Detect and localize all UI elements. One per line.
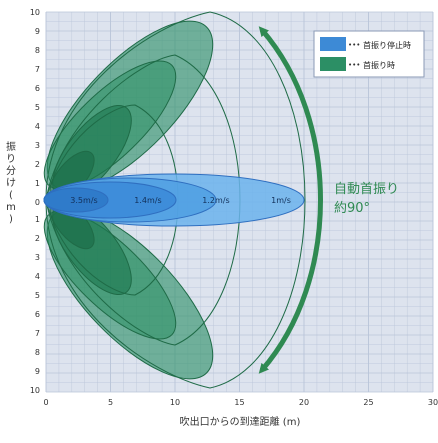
legend-swatch-swing bbox=[320, 57, 346, 71]
y-axis-label-char: ) bbox=[9, 214, 13, 225]
y-tick-label: 5 bbox=[35, 291, 40, 300]
swing-arrow bbox=[258, 26, 323, 374]
x-axis-ticks: 0 5 10 15 20 25 30 bbox=[43, 398, 438, 407]
y-tick-label: 0 bbox=[35, 198, 40, 207]
y-tick-label: 4 bbox=[35, 272, 40, 281]
zone-label-1-4: 1.4m/s bbox=[134, 196, 161, 205]
y-tick-label: 4 bbox=[35, 122, 40, 131]
y-axis-label-char: 分 bbox=[6, 165, 16, 177]
y-tick-label: 10 bbox=[30, 8, 40, 17]
y-tick-label: 6 bbox=[35, 84, 40, 93]
y-tick-label: 8 bbox=[35, 46, 40, 55]
legend-swatch-stop bbox=[320, 37, 346, 51]
y-tick-label: 1 bbox=[35, 215, 40, 224]
y-tick-label: 3 bbox=[35, 141, 40, 150]
x-tick-label: 15 bbox=[234, 398, 244, 407]
y-tick-label: 1 bbox=[35, 179, 40, 188]
x-tick-label: 25 bbox=[363, 398, 373, 407]
annotation-line2: 約90° bbox=[334, 201, 370, 216]
y-tick-label: 7 bbox=[35, 329, 40, 338]
x-tick-label: 5 bbox=[108, 398, 113, 407]
arc-outer bbox=[45, 11, 306, 389]
y-tick-label: 9 bbox=[35, 27, 40, 36]
y-axis-label-char: 振 bbox=[6, 140, 16, 153]
stop-zones bbox=[43, 173, 305, 227]
legend-arrow-swing: ••• bbox=[348, 61, 360, 69]
x-tick-label: 10 bbox=[170, 398, 180, 407]
y-tick-label: 2 bbox=[35, 234, 40, 243]
y-axis-label-char: け bbox=[6, 177, 16, 189]
zone-label-3-5: 3.5m/s bbox=[70, 196, 97, 205]
zone-label-1-2: 1.2m/s bbox=[202, 196, 229, 205]
x-tick-label: 30 bbox=[428, 398, 438, 407]
y-tick-label: 7 bbox=[35, 65, 40, 74]
y-tick-label: 10 bbox=[30, 386, 40, 395]
y-tick-label: 6 bbox=[35, 310, 40, 319]
legend-label-swing: 首振り時 bbox=[363, 60, 395, 70]
y-tick-label: 2 bbox=[35, 160, 40, 169]
x-axis-label: 吹出口からの到達距離 (m) bbox=[180, 415, 301, 428]
zone-label-1: 1m/s bbox=[271, 196, 291, 205]
y-tick-label: 9 bbox=[35, 367, 40, 376]
x-tick-label: 0 bbox=[43, 398, 48, 407]
y-tick-label: 3 bbox=[35, 253, 40, 262]
y-axis-label-char: ( bbox=[9, 190, 13, 201]
y-tick-label: 5 bbox=[35, 103, 40, 112]
legend-arrow-stop: ••• bbox=[348, 41, 360, 49]
y-tick-label: 8 bbox=[35, 348, 40, 357]
legend: ••• 首振り停止時 ••• 首振り時 bbox=[313, 30, 425, 78]
legend-label-stop: 首振り停止時 bbox=[363, 40, 411, 50]
y-axis-label-char: り bbox=[6, 153, 16, 165]
zone-3-5ms bbox=[43, 187, 109, 213]
annotation-line1: 自動首振り bbox=[334, 182, 399, 197]
x-tick-label: 20 bbox=[299, 398, 309, 407]
y-axis-label-char: m bbox=[6, 202, 16, 213]
